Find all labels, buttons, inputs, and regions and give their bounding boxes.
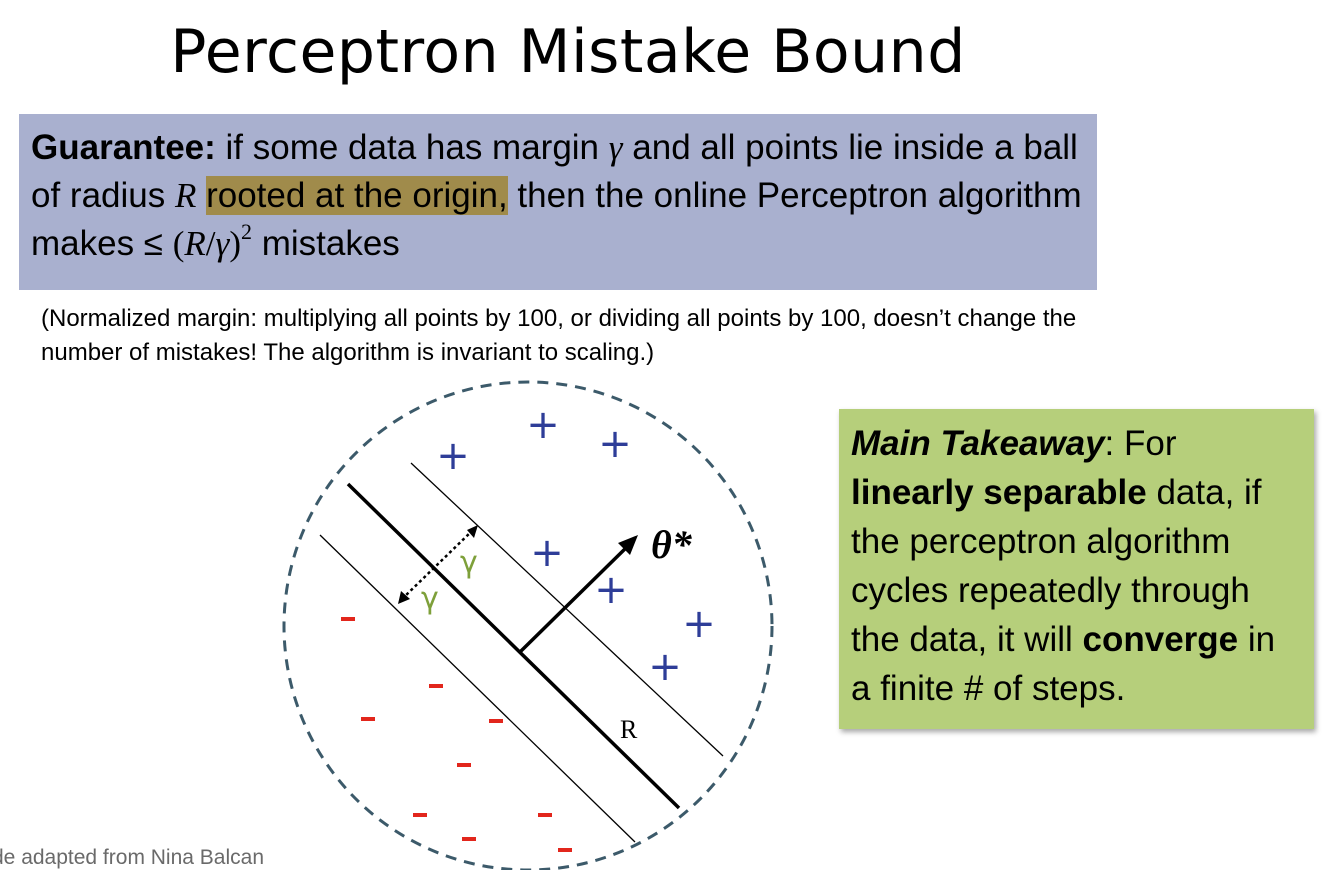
positive-point-4: +: [530, 530, 564, 576]
slide-title: Perceptron Mistake Bound: [170, 17, 966, 87]
negative-point-1: [341, 617, 355, 621]
radius-label: R: [620, 715, 638, 744]
perceptron-diagram: θ* γ γ R + ++++++: [282, 380, 774, 870]
bound-exponent: 2: [240, 219, 252, 244]
margin-gamma-label-lower: γ: [421, 581, 439, 616]
upper-margin-line: [410, 462, 724, 757]
radius-symbol: R: [174, 176, 197, 215]
bound-close-paren: ): [229, 224, 241, 263]
positive-point-7: +: [648, 644, 682, 690]
slide-credit: de adapted from Nina Balcan: [0, 846, 265, 869]
takeaway-label: Main Takeaway: [851, 424, 1105, 463]
guarantee-text-3: then the online Perceptron algorithm mak…: [31, 176, 1082, 263]
negative-point-7: [538, 813, 552, 817]
negative-point-6: [413, 813, 427, 817]
guarantee-label: Guarantee:: [31, 128, 216, 167]
positive-points: + ++++++: [436, 402, 716, 690]
positive-point-1: +: [526, 402, 560, 448]
negative-point-5: [457, 763, 471, 767]
positive-point-2: +: [598, 421, 632, 467]
positive-point-5: +: [594, 567, 628, 613]
negative-point-9: [558, 848, 572, 852]
negative-points: [341, 617, 572, 852]
radius-ball-circle: [282, 380, 774, 870]
takeaway-text-1: : For: [1104, 424, 1177, 463]
guarantee-text-2: and all points lie inside a ball of radi…: [31, 128, 1078, 215]
negative-point-4: [489, 719, 503, 723]
guarantee-text-4: mistakes: [251, 224, 400, 263]
takeaway-bold-2: converge: [1082, 620, 1239, 659]
takeaway-text-3: in a finite # of steps.: [851, 620, 1276, 708]
theta-label: θ*: [651, 522, 693, 567]
theta-vector: [518, 540, 634, 654]
normalized-margin-note: (Normalized margin: multiplying all poin…: [41, 305, 1077, 366]
negative-point-3: [361, 717, 375, 721]
bound-open-paren: (: [172, 224, 185, 263]
gamma-symbol: γ: [608, 128, 623, 167]
positive-point-6: +: [682, 601, 716, 647]
highlighted-phrase: rooted at the origin,: [206, 176, 508, 215]
lower-margin-line: [319, 534, 636, 843]
guarantee-box: Guarantee: if some data has margin γ and…: [19, 114, 1097, 290]
positive-point-3: +: [436, 433, 470, 479]
negative-point-2: [429, 684, 443, 688]
separating-hyperplane: [346, 482, 681, 810]
takeaway-bold-1: linearly separable: [851, 473, 1147, 512]
margin-arrow: [401, 528, 475, 600]
bound-r: R: [184, 224, 206, 263]
theta-arrowhead: [618, 535, 638, 555]
takeaway-text-2: data, if the perceptron algorithm cycles…: [851, 473, 1262, 659]
guarantee-text-1: if some data has margin: [215, 128, 609, 167]
margin-gamma-label-upper: γ: [460, 545, 478, 580]
margin-arrowhead-lower: [398, 591, 410, 604]
bound-slash: /: [205, 224, 216, 263]
negative-point-8: [462, 837, 476, 841]
main-takeaway-box: Main Takeaway: For linearly separable da…: [839, 409, 1314, 729]
margin-arrowhead-upper: [467, 525, 478, 538]
bound-gamma: γ: [215, 224, 230, 263]
